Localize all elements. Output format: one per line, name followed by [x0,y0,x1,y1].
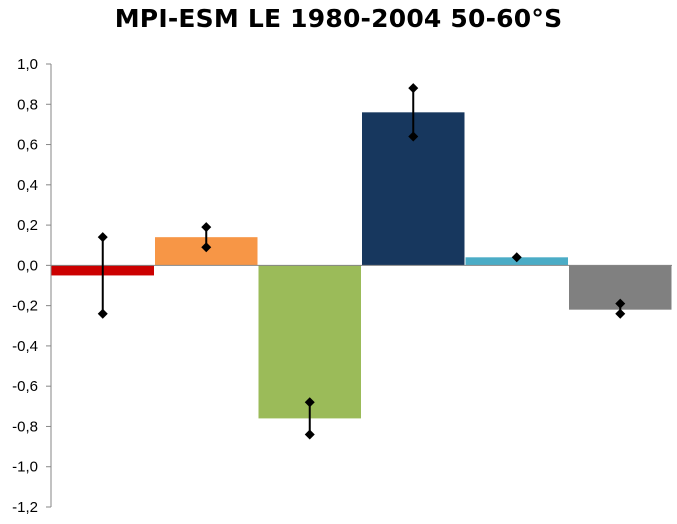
error-bar-high-marker [408,83,419,94]
error-bar-high-marker [304,397,315,408]
y-tick-label: 0,8 [17,96,38,113]
error-bar-low-marker [201,242,212,253]
chart-title: MPI-ESM LE 1980-2004 50-60°S [114,4,563,33]
axis-group: 1,0 0,8 0,6 0,4 0,2 0,0 -0,2 -0,4 -0,6 -0,8 -1,0 -1… [12,56,52,516]
error-bar-low-marker [615,308,626,319]
error-bar-high-marker [615,298,626,309]
y-tick-label: 1,0 [17,56,38,73]
error-bar-high-marker [97,232,108,243]
y-tick-label: -0,4 [12,338,38,355]
bar [258,265,361,419]
y-tick-label: -0,2 [12,298,38,315]
y-tick-label: 0,4 [17,177,38,194]
error-bar-low-marker [408,131,419,142]
y-tick-label: -0,8 [12,418,38,435]
y-tick-label: -0,6 [12,378,38,395]
y-tick-label: -1,0 [12,459,38,476]
error-bar-low-marker [304,429,315,440]
error-bar-high-marker [511,252,522,263]
error-bar-low-marker [97,308,108,319]
y-tick-label: 0,6 [17,137,38,154]
error-bar-high-marker [201,222,212,233]
y-tick-label: 0,2 [17,217,38,234]
y-tick-label: -1,2 [12,499,38,516]
error-bars-group [97,83,626,440]
y-tick-label: 0,0 [17,257,38,274]
